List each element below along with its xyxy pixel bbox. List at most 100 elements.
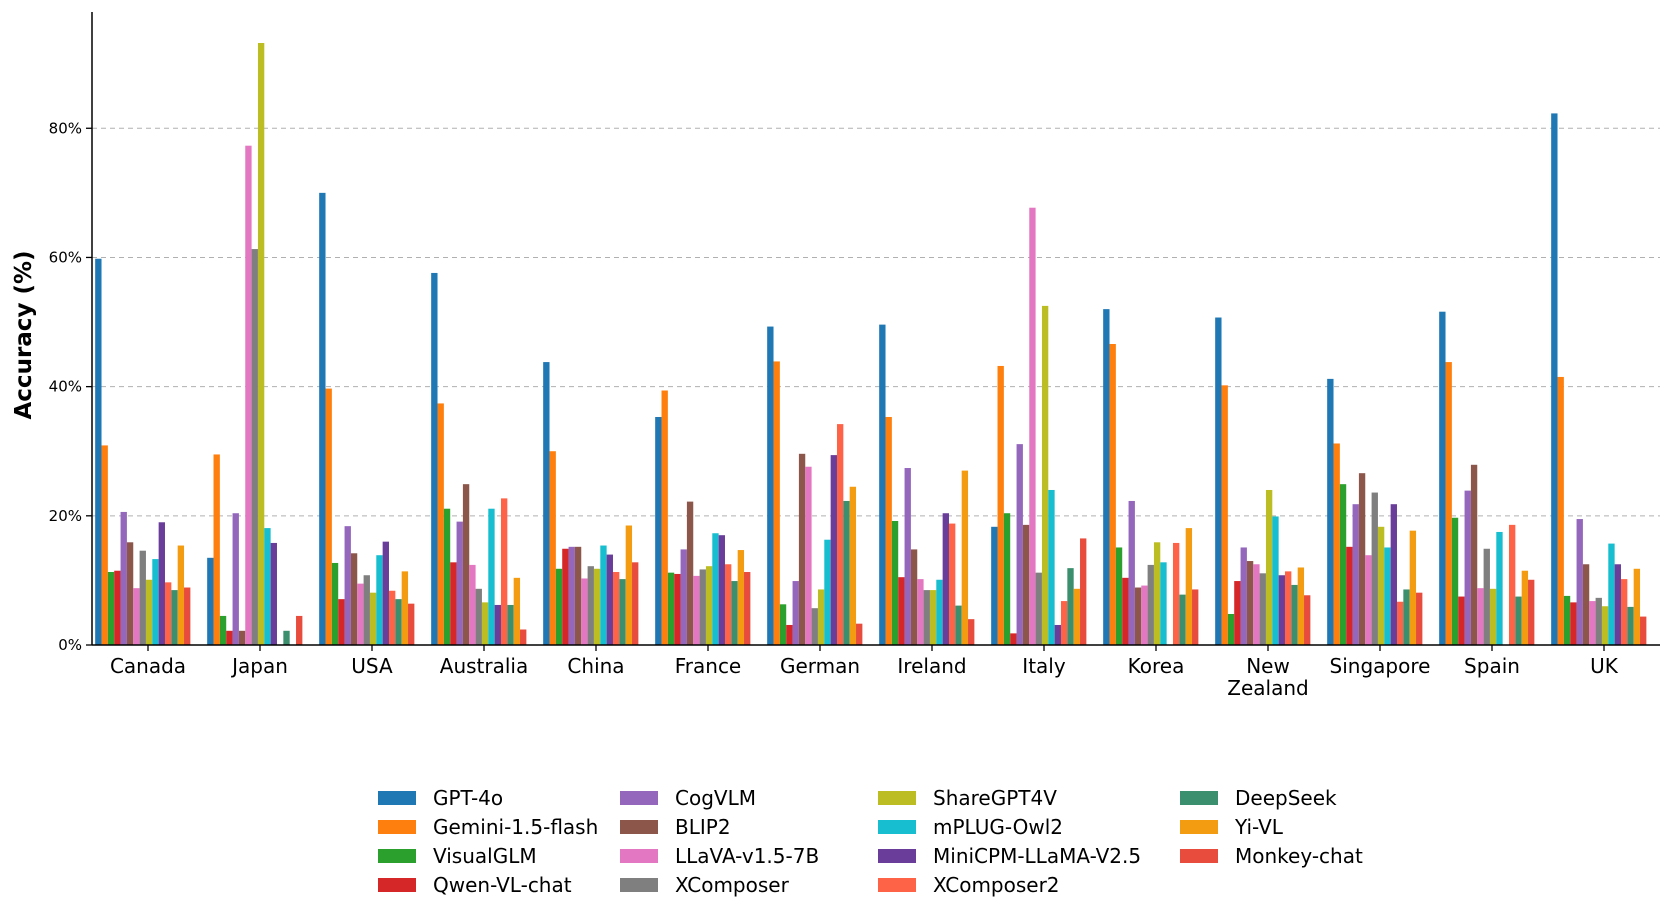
bar (1016, 444, 1023, 645)
bar (1073, 588, 1081, 645)
bar (437, 403, 444, 645)
bar (1284, 571, 1292, 645)
bar (270, 542, 277, 645)
bar (388, 590, 396, 645)
x-category-label: Spain (1464, 654, 1520, 678)
bar (171, 590, 178, 645)
bar (1371, 492, 1378, 645)
bar (357, 583, 364, 645)
legend-label: Yi-VL (1234, 815, 1284, 839)
bar (1563, 595, 1571, 645)
bar (1582, 564, 1590, 645)
bar (936, 579, 943, 645)
bar (693, 575, 700, 645)
bar (1396, 601, 1404, 645)
x-category-labels: Canada Japan USA Australia China France German… (110, 654, 1619, 700)
bar (344, 526, 351, 645)
bar (133, 588, 140, 645)
bar (1390, 504, 1397, 645)
bar (152, 559, 159, 645)
bar (718, 535, 725, 645)
bar (1179, 594, 1186, 645)
bar (843, 500, 850, 645)
bar (1246, 561, 1254, 645)
x-category-label: Italy (1022, 654, 1066, 678)
bar (767, 326, 774, 645)
bar (817, 589, 825, 645)
bar (773, 361, 780, 645)
bar (500, 498, 508, 645)
x-category-label: German (780, 654, 860, 678)
bar (1327, 378, 1334, 645)
bar (481, 602, 489, 645)
axes (86, 12, 1660, 651)
bar (1557, 376, 1564, 645)
bar (1589, 601, 1596, 645)
bar (1451, 517, 1459, 645)
bar (1528, 579, 1535, 645)
bar (488, 508, 495, 645)
bar (1477, 588, 1484, 645)
bar (1035, 572, 1042, 645)
bar (1041, 305, 1049, 645)
bar (126, 542, 134, 645)
bar (232, 513, 239, 645)
legend-swatch (378, 878, 416, 892)
bar (661, 390, 668, 645)
bar (101, 445, 108, 645)
bar (680, 549, 687, 645)
bar (792, 581, 799, 645)
bar (226, 630, 233, 645)
bar (910, 549, 918, 645)
bar (1515, 596, 1522, 645)
x-category-label: Korea (1128, 654, 1185, 678)
bar (1134, 587, 1142, 645)
bar (238, 630, 246, 645)
bar (431, 272, 438, 645)
legend-swatch (378, 791, 416, 805)
bar (1496, 531, 1503, 645)
bar (1259, 573, 1266, 645)
bar (997, 365, 1004, 645)
bar (1458, 596, 1465, 645)
bar (731, 581, 738, 645)
bar (264, 528, 271, 645)
bar (568, 546, 575, 645)
bar (1103, 309, 1110, 645)
bar (1265, 489, 1273, 645)
bar (1416, 592, 1423, 645)
bar (213, 454, 220, 645)
bar (95, 258, 102, 645)
bar (1409, 530, 1417, 645)
legend-label: DeepSeek (1235, 786, 1337, 810)
bar (705, 566, 713, 645)
bar (929, 590, 937, 645)
bar (699, 569, 706, 645)
bar (1576, 519, 1583, 645)
bar (1384, 547, 1391, 645)
bar (1633, 568, 1641, 645)
bar (331, 562, 339, 645)
legend-swatch (620, 820, 658, 834)
legend-swatch (1180, 791, 1218, 805)
bar (494, 604, 501, 645)
y-tick-label: 60% (49, 248, 82, 266)
bar (1147, 564, 1154, 645)
legend-swatch (620, 878, 658, 892)
bar (856, 623, 863, 645)
x-category-label: Ireland (897, 654, 966, 678)
bar (443, 508, 451, 645)
bar (376, 555, 383, 645)
bar (1060, 601, 1068, 645)
bar (587, 566, 594, 645)
bar (1115, 547, 1123, 645)
bars-group (95, 43, 1647, 646)
bar (1464, 490, 1471, 645)
bar (606, 554, 613, 645)
bar (319, 192, 326, 645)
bar (625, 525, 633, 645)
bar (612, 572, 620, 645)
x-category-label: UK (1590, 654, 1619, 678)
bar (363, 575, 370, 645)
bar (779, 604, 787, 645)
